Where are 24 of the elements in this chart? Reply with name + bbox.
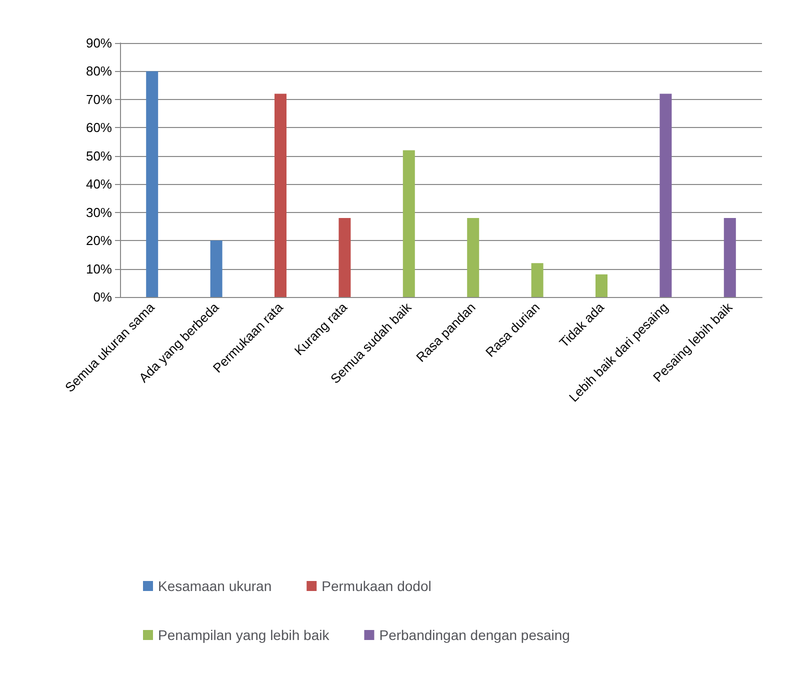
bar	[596, 274, 608, 297]
y-tick-label: 90%	[86, 36, 112, 50]
bar	[274, 94, 286, 297]
y-tick-label: 80%	[86, 64, 112, 79]
bar	[467, 218, 480, 297]
bar	[402, 150, 415, 297]
bar	[660, 94, 672, 297]
bar	[724, 218, 736, 297]
legend-label: Permukaan dodol	[322, 578, 432, 594]
y-tick-label: 0%	[93, 290, 112, 304]
legend-label: Kesamaan ukuran	[158, 578, 272, 594]
legend-label: Penampilan yang lebih baik	[158, 627, 330, 643]
y-tick-label: 70%	[86, 92, 112, 107]
y-tick-label: 20%	[86, 233, 112, 248]
y-tick-label: 30%	[86, 204, 112, 220]
y-tick-label: 60%	[86, 120, 112, 136]
bar	[338, 218, 351, 297]
y-tick-label: 50%	[86, 148, 112, 164]
legend-label: Perbandingan dengan pesaing	[379, 627, 570, 643]
bar	[146, 71, 158, 297]
y-tick-label: 40%	[86, 176, 112, 192]
bar	[210, 240, 222, 297]
bar	[531, 263, 544, 297]
y-tick-label: 10%	[86, 261, 112, 276]
